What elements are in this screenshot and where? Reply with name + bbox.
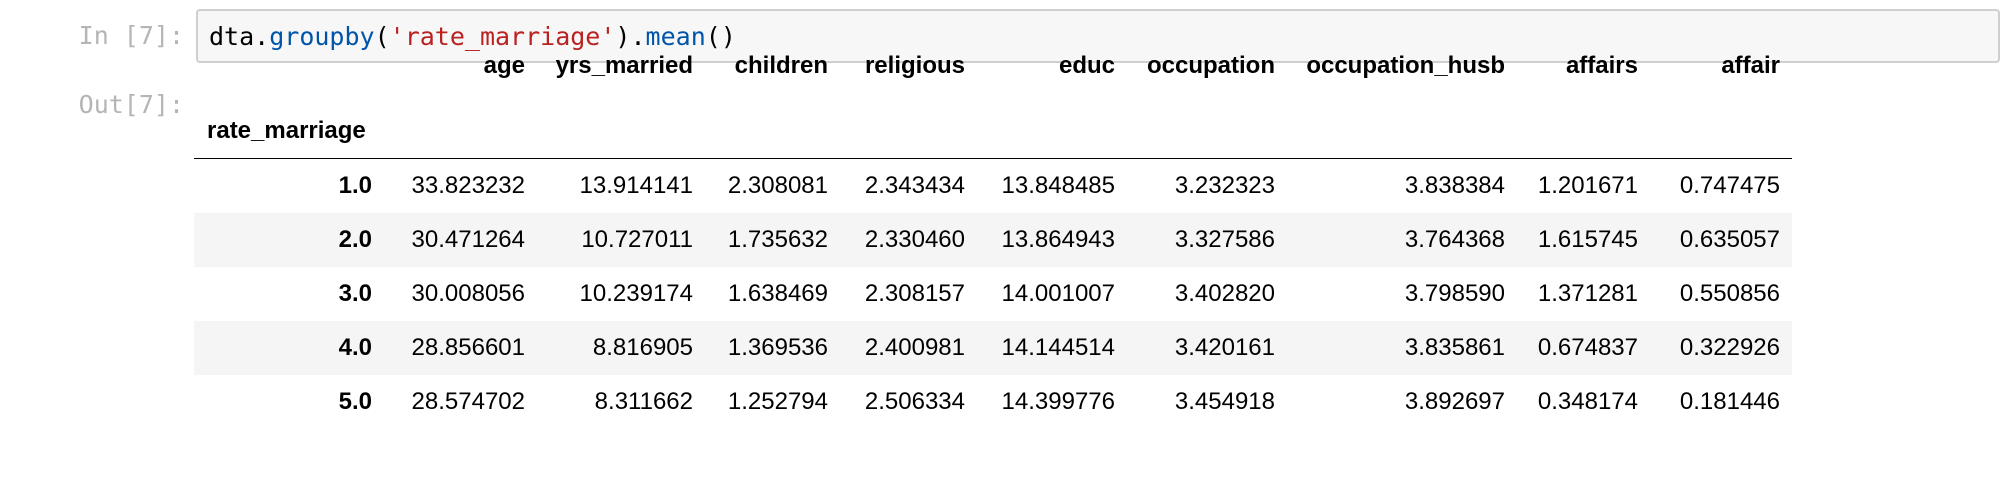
column-header-religious: religious [864, 52, 965, 79]
table-cell: 1.638469 [727, 280, 828, 307]
dataframe-output: age yrs_married children religious educ … [194, 0, 1792, 488]
table-cell: 3.402820 [1174, 280, 1275, 307]
column-header-row: age yrs_married children religious educ … [194, 0, 1792, 104]
table-cell: 0.348174 [1537, 388, 1638, 415]
table-cell: 30.008056 [411, 280, 525, 307]
index-name-row: rate_marriage [194, 104, 1792, 159]
table-cell: 8.311662 [594, 388, 693, 415]
table-cell: 10.727011 [537, 213, 705, 267]
table-cell: 2.400981 [840, 321, 977, 375]
table-cell: 1.735632 [705, 213, 840, 267]
table-cell: 3.420161 [1127, 321, 1287, 375]
index-name-filler [840, 104, 977, 159]
row-index: 3.0 [338, 280, 372, 307]
table-cell: 33.823232 [411, 172, 525, 199]
table-cell: 2.343434 [864, 172, 965, 199]
column-header-affair: affair [1721, 52, 1780, 79]
table-cell: 14.144514 [977, 321, 1127, 375]
table-cell: 30.471264 [384, 213, 537, 267]
code-method-mean: mean [645, 22, 706, 51]
table-cell: 2.308157 [864, 280, 965, 307]
table-cell: 14.399776 [1001, 388, 1115, 415]
code-dot: . [630, 22, 646, 51]
column-header-occupation: occupation [1146, 52, 1275, 79]
table-cell: 0.635057 [1650, 213, 1792, 267]
code-call-parens: () [705, 22, 736, 51]
table-cell: 28.574702 [411, 388, 525, 415]
code-object: dta [209, 22, 255, 51]
column-header-children: children [734, 52, 828, 79]
input-prompt: In [7]: [78, 21, 184, 50]
column-header-educ: educ [1058, 52, 1115, 79]
column-header-occupation-husb: occupation_husb [1306, 52, 1505, 79]
table-cell: 3.327586 [1127, 213, 1287, 267]
table-row: 1.0 33.823232 13.914141 2.308081 2.34343… [194, 159, 1792, 214]
table-cell: 1.615745 [1517, 213, 1650, 267]
table-cell: 28.856601 [384, 321, 537, 375]
header-corner [194, 0, 384, 104]
row-index: 1.0 [338, 172, 372, 199]
table-cell: 1.371281 [1537, 280, 1638, 307]
table-cell: 3.454918 [1174, 388, 1275, 415]
column-header-affairs: affairs [1565, 52, 1638, 79]
row-index: 4.0 [194, 321, 384, 375]
output-prompt: Out[7]: [78, 90, 184, 119]
row-index: 5.0 [338, 388, 372, 415]
index-name-filler [1517, 104, 1650, 159]
code-method-groupby: groupby [269, 22, 375, 51]
table-cell: 3.835861 [1287, 321, 1517, 375]
table-cell: 3.232323 [1174, 172, 1275, 199]
table-cell: 0.550856 [1679, 280, 1780, 307]
table-cell: 1.369536 [705, 321, 840, 375]
table-cell: 0.747475 [1679, 172, 1780, 199]
index-name-filler [384, 104, 537, 159]
table-cell: 1.201671 [1537, 172, 1638, 199]
table-cell: 13.864943 [977, 213, 1127, 267]
table-cell: 3.838384 [1404, 172, 1505, 199]
table-cell: 13.914141 [579, 172, 693, 199]
code-dot: . [254, 22, 270, 51]
index-name-filler [1127, 104, 1287, 159]
table-cell: 1.252794 [727, 388, 828, 415]
index-name-filler [1650, 104, 1792, 159]
index-name-filler [705, 104, 840, 159]
table-row: 5.0 28.574702 8.311662 1.252794 2.506334… [194, 375, 1792, 429]
table-cell: 2.308081 [727, 172, 828, 199]
index-name-filler [977, 104, 1127, 159]
table-row: 3.0 30.008056 10.239174 1.638469 2.30815… [194, 267, 1792, 321]
table-cell: 0.674837 [1517, 321, 1650, 375]
code-string-argument: 'rate_marriage' [389, 22, 616, 51]
code-paren-close: ) [615, 22, 631, 51]
index-name-filler [537, 104, 705, 159]
index-name-filler [1287, 104, 1517, 159]
table-cell: 2.506334 [864, 388, 965, 415]
table-cell: 0.322926 [1650, 321, 1792, 375]
code-input-area[interactable]: dta.groupby('rate_marriage').mean() [196, 9, 2000, 63]
table-cell: 0.181446 [1679, 388, 1780, 415]
table-cell: 3.892697 [1404, 388, 1505, 415]
row-index: 2.0 [194, 213, 384, 267]
dataframe-table: age yrs_married children religious educ … [194, 0, 1792, 429]
table-cell: 3.764368 [1287, 213, 1517, 267]
code-line: dta.groupby('rate_marriage').mean() [209, 19, 736, 55]
table-row: 2.0 30.471264 10.727011 1.735632 2.33046… [194, 213, 1792, 267]
column-header-age: age [483, 52, 525, 79]
table-cell: 10.239174 [579, 280, 693, 307]
table-row: 4.0 28.856601 8.816905 1.369536 2.400981… [194, 321, 1792, 375]
code-paren-open: ( [374, 22, 390, 51]
table-cell: 3.798590 [1404, 280, 1505, 307]
index-name: rate_marriage [194, 104, 384, 159]
table-cell: 13.848485 [1001, 172, 1115, 199]
table-cell: 8.816905 [537, 321, 705, 375]
column-header-yrs-married: yrs_married [555, 52, 693, 79]
table-cell: 2.330460 [840, 213, 977, 267]
table-cell: 14.001007 [1001, 280, 1115, 307]
